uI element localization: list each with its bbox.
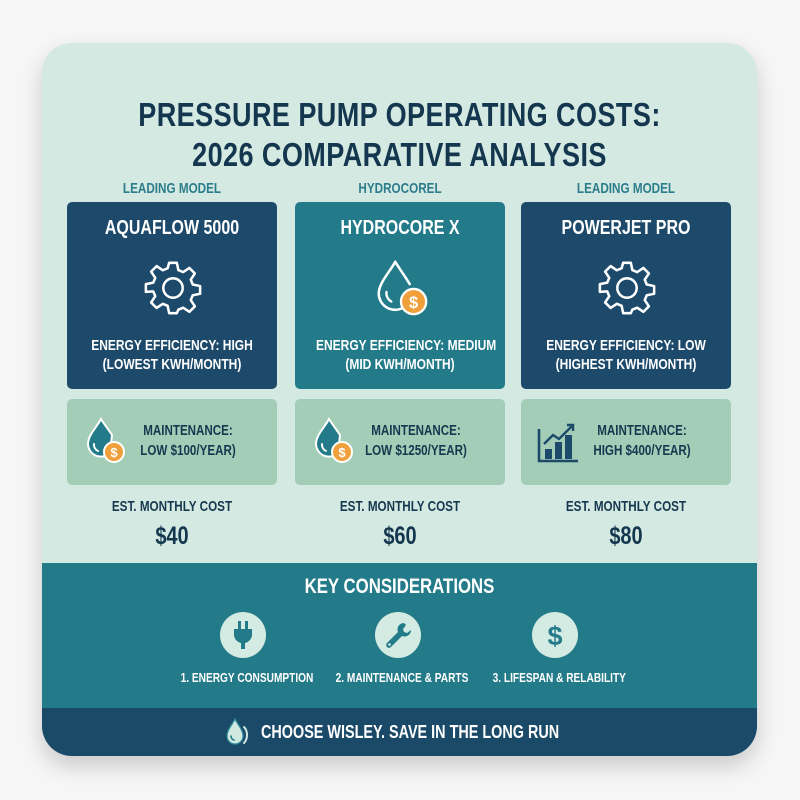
consideration-label: 1. ENERGY CONSUMPTION	[180, 670, 314, 685]
maintenance-box-powerjet: MAINTENANCE: HIGH $400/YEAR)	[521, 399, 731, 485]
maintenance-cost: HIGH $400/YEAR)	[593, 443, 691, 459]
maintenance-text: MAINTENANCE: HIGH $400/YEAR)	[590, 421, 694, 461]
efficiency-rating: ENERGY EFFICIENCY: MEDIUM	[316, 337, 497, 354]
maintenance-cost: LOW $1250/YEAR)	[365, 443, 467, 459]
maintenance-box-hydrocore: $ MAINTENANCE: LOW $1250/YEAR)	[295, 399, 505, 485]
bar-chart-rising-icon	[537, 423, 578, 463]
maintenance-text: MAINTENANCE: LOW $100/YEAR)	[136, 421, 240, 461]
model-card-powerjet: POWERJET PRO ENERGY EFFICIENCY: LOW (HIG…	[521, 202, 731, 389]
model-card-hydrocore: HYDROCORE X $ ENERGY EFFICIENCY: MEDIUM …	[295, 202, 505, 389]
energy-efficiency-text: ENERGY EFFICIENCY: MEDIUM (MID KWH/MONTH…	[316, 336, 497, 374]
cost-label: EST. MONTHLY COST	[111, 498, 233, 515]
consideration-label: 2. MAINTENANCE & PARTS	[335, 670, 469, 685]
energy-efficiency-text: ENERGY EFFICIENCY: HIGH (LOWEST KWH/MONT…	[88, 336, 256, 374]
cost-label: EST. MONTHLY COST	[565, 498, 687, 515]
maintenance-cost: LOW $100/YEAR)	[140, 443, 236, 459]
model-card-aquaflow: AQUAFLOW 5000 ENERGY EFFICIENCY: HIGH (L…	[67, 202, 277, 389]
energy-efficiency-text: ENERGY EFFICIENCY: LOW (HIGHEST KWH/MONT…	[542, 336, 710, 374]
water-drop-icon	[226, 717, 249, 745]
maintenance-label: MAINTENANCE:	[597, 423, 687, 439]
maintenance-box-aquaflow: $ MAINTENANCE: LOW $100/YEAR)	[67, 399, 277, 485]
plug-icon	[220, 612, 266, 658]
svg-text:$: $	[110, 445, 118, 460]
dollar-icon: $	[532, 612, 578, 658]
column-label-1: LEADING MODEL	[122, 180, 222, 197]
efficiency-detail: (HIGHEST KWH/MONTH)	[555, 356, 697, 373]
water-drop-dollar-icon: $	[314, 417, 353, 463]
efficiency-detail: (LOWEST KWH/MONTH)	[102, 356, 242, 373]
cost-value: $60	[383, 522, 417, 550]
svg-text:$: $	[409, 294, 418, 312]
title-line-1: PRESSURE PUMP OPERATING COSTS:	[138, 96, 661, 133]
page-title: PRESSURE PUMP OPERATING COSTS: 2026 COMP…	[106, 95, 692, 175]
efficiency-rating: ENERGY EFFICIENCY: HIGH	[91, 337, 253, 354]
title-line-2: 2026 COMPARATIVE ANALYSIS	[192, 136, 607, 173]
section-title: KEY CONSIDERATIONS	[304, 575, 495, 598]
column-label-2: HYDROCOREL	[358, 180, 442, 197]
maintenance-text: MAINTENANCE: LOW $1250/YEAR)	[364, 421, 468, 461]
consideration-label: 3. LIFESPAN & RELABILITY	[492, 670, 626, 685]
model-name: POWERJET PRO	[561, 217, 691, 239]
model-name: HYDROCORE X	[340, 217, 460, 239]
efficiency-rating: ENERGY EFFICIENCY: LOW	[546, 337, 706, 354]
footer-tagline: CHOOSE WISLEY. SAVE IN THE LONG RUN	[261, 721, 560, 742]
cost-value: $40	[155, 522, 189, 550]
wrench-icon	[375, 612, 421, 658]
svg-text:$: $	[547, 621, 562, 650]
maintenance-label: MAINTENANCE:	[371, 423, 461, 439]
efficiency-detail: (MID KWH/MONTH)	[345, 356, 455, 373]
gear-icon	[598, 261, 656, 315]
footer-banner: CHOOSE WISLEY. SAVE IN THE LONG RUN	[42, 708, 757, 756]
model-name: AQUAFLOW 5000	[104, 217, 240, 239]
key-considerations-section: KEY CONSIDERATIONS 1. ENERGY CONSUMPTION…	[42, 563, 757, 708]
cost-label: EST. MONTHLY COST	[339, 498, 461, 515]
column-label-3: LEADING MODEL	[576, 180, 676, 197]
water-drop-dollar-icon: $	[377, 260, 428, 316]
gear-icon	[144, 261, 202, 315]
svg-text:$: $	[338, 445, 346, 460]
maintenance-label: MAINTENANCE:	[143, 423, 233, 439]
water-drop-dollar-icon: $	[86, 417, 125, 463]
infographic-card: PRESSURE PUMP OPERATING COSTS: 2026 COMP…	[42, 43, 757, 756]
cost-value: $80	[609, 522, 643, 550]
